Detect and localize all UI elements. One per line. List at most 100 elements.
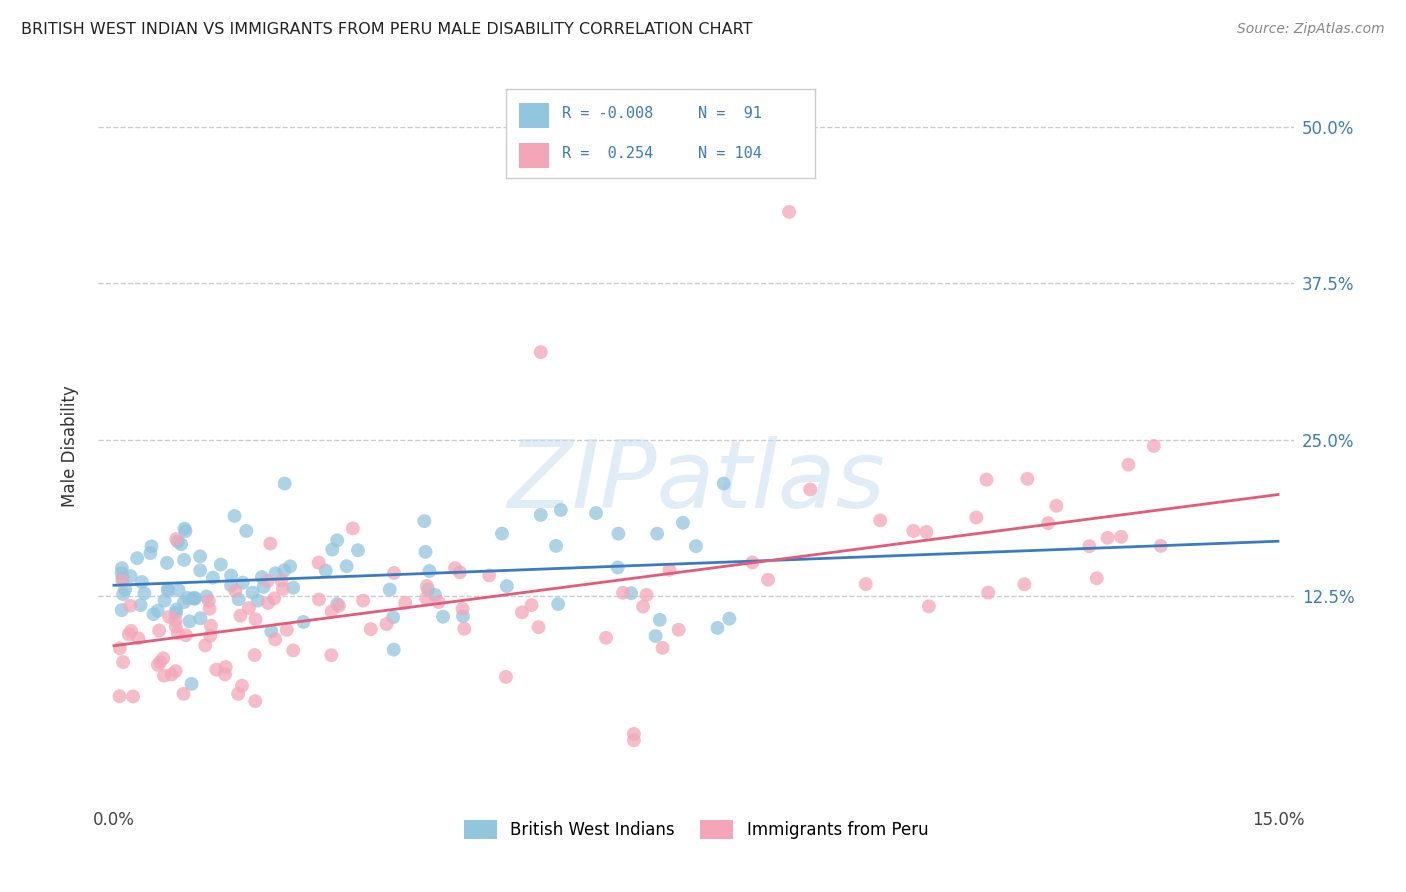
Point <box>224 508 246 523</box>
Point <box>200 618 222 632</box>
Point <box>198 594 221 608</box>
Point <box>292 615 315 629</box>
Point <box>672 516 695 530</box>
Point <box>495 579 517 593</box>
Point <box>271 582 294 596</box>
Point <box>173 595 195 609</box>
Text: R =  0.254: R = 0.254 <box>562 146 654 161</box>
Point <box>194 639 217 653</box>
Point <box>976 473 998 487</box>
Point <box>238 601 260 615</box>
Point <box>120 599 142 613</box>
Point <box>152 651 174 665</box>
Point <box>432 609 454 624</box>
Point <box>416 579 439 593</box>
Point <box>245 612 267 626</box>
Point <box>184 591 207 606</box>
Point <box>195 590 218 604</box>
Point <box>242 585 264 599</box>
Point <box>520 598 543 612</box>
Point <box>188 549 211 564</box>
Point <box>263 591 285 606</box>
Point <box>1045 499 1067 513</box>
Point <box>1017 472 1039 486</box>
Point <box>174 628 197 642</box>
Point <box>209 558 232 572</box>
Point <box>270 574 292 588</box>
Point <box>139 546 162 560</box>
Point <box>278 559 301 574</box>
Point <box>219 578 242 592</box>
Bar <box>519 143 550 168</box>
Point <box>176 591 198 605</box>
Point <box>321 604 343 618</box>
Point <box>165 664 187 678</box>
Point <box>112 655 135 669</box>
Point <box>378 582 401 597</box>
Point <box>544 539 567 553</box>
Point <box>229 608 252 623</box>
Point <box>111 603 134 617</box>
Point <box>142 607 165 622</box>
Point <box>453 622 475 636</box>
Point <box>283 643 305 657</box>
Point <box>173 553 195 567</box>
Point <box>706 621 728 635</box>
Point <box>718 612 741 626</box>
Point <box>148 624 170 638</box>
Point <box>321 542 343 557</box>
Point <box>120 569 142 583</box>
Point <box>165 532 187 546</box>
Point <box>631 599 654 614</box>
Point <box>713 476 735 491</box>
Point <box>352 593 374 607</box>
Point <box>146 604 169 618</box>
Point <box>153 669 176 683</box>
Point <box>336 559 359 574</box>
Point <box>530 508 553 522</box>
Point <box>156 556 179 570</box>
Point <box>111 571 134 585</box>
Point <box>153 593 176 607</box>
Point <box>165 619 187 633</box>
Point <box>321 648 343 663</box>
Point <box>491 526 513 541</box>
Point <box>869 513 891 527</box>
Point <box>219 568 242 582</box>
Point <box>478 568 501 582</box>
Point <box>495 670 517 684</box>
Point <box>382 642 405 657</box>
Point <box>620 586 643 600</box>
Point <box>413 514 436 528</box>
Point <box>1109 530 1132 544</box>
Point <box>235 524 257 538</box>
Point <box>347 543 370 558</box>
Point <box>645 526 668 541</box>
Point <box>382 566 405 580</box>
Point <box>166 534 188 549</box>
Point <box>246 593 269 607</box>
Point <box>636 588 658 602</box>
Point <box>449 566 471 580</box>
Point <box>108 689 131 703</box>
Point <box>451 609 474 624</box>
Text: ZIPatlas: ZIPatlas <box>508 436 884 527</box>
Point <box>165 602 187 616</box>
Point <box>1150 539 1173 553</box>
Point <box>174 524 197 538</box>
Point <box>111 574 134 588</box>
Point <box>342 521 364 535</box>
Point <box>214 667 236 681</box>
Point <box>276 623 298 637</box>
Point <box>250 570 273 584</box>
Point <box>382 610 405 624</box>
Point <box>651 640 673 655</box>
Point <box>200 629 222 643</box>
Point <box>418 564 440 578</box>
Y-axis label: Male Disability: Male Disability <box>60 385 79 507</box>
Text: Source: ZipAtlas.com: Source: ZipAtlas.com <box>1237 22 1385 37</box>
Point <box>360 622 382 636</box>
Point <box>201 571 224 585</box>
Point <box>903 524 925 538</box>
Point <box>256 574 278 588</box>
